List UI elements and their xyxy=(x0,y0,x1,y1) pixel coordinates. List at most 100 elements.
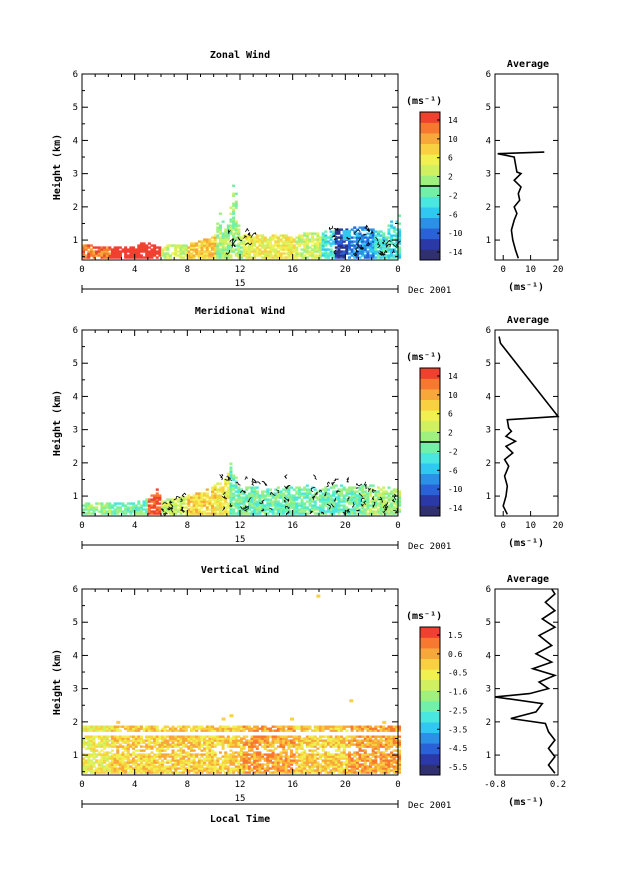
heatmap-cell xyxy=(311,240,315,243)
heatmap-cell xyxy=(211,727,215,730)
heatmap-cell xyxy=(155,250,159,253)
heatmap-cell xyxy=(266,727,270,730)
heatmap-cell xyxy=(126,757,130,760)
heatmap-cell xyxy=(213,763,217,766)
heatmap-cell xyxy=(145,500,149,503)
contour-segment xyxy=(259,499,265,504)
heatmap-cell xyxy=(263,506,267,509)
contour-segment xyxy=(392,498,396,503)
heatmap-cell xyxy=(282,763,286,766)
heatmap-cell xyxy=(295,508,299,511)
heatmap-cell xyxy=(347,741,351,744)
heatmap-cell xyxy=(126,763,130,766)
heatmap-cell xyxy=(250,496,254,499)
heatmap-cell xyxy=(211,486,215,489)
heatmap-cell xyxy=(221,234,225,237)
heatmap-cell xyxy=(184,729,188,732)
heatmap-cell xyxy=(279,504,283,507)
heatmap-cell xyxy=(118,256,122,259)
heatmap-cell xyxy=(200,244,204,247)
heatmap-cell xyxy=(105,252,109,255)
heatmap-cell xyxy=(258,735,262,738)
heatmap-cell xyxy=(147,755,151,758)
heatmap-cell xyxy=(234,512,238,515)
heatmap-cell xyxy=(216,494,220,497)
heatmap-cell xyxy=(205,252,209,255)
heatmap-cell xyxy=(340,735,344,738)
heatmap-cell xyxy=(92,512,96,515)
heatmap-cell xyxy=(158,765,162,768)
heatmap-cell xyxy=(211,252,215,255)
heatmap-cell xyxy=(163,749,167,752)
heatmap-cell xyxy=(132,256,136,259)
heatmap-cell xyxy=(287,727,291,730)
heatmap-cell xyxy=(166,252,170,255)
heatmap-cell xyxy=(297,492,301,495)
heatmap-cell xyxy=(203,729,207,732)
heatmap-cell xyxy=(137,256,141,259)
heatmap-cell xyxy=(245,252,249,255)
heatmap-cell xyxy=(110,765,114,768)
heatmap-cell xyxy=(184,743,188,746)
heatmap-cell xyxy=(163,725,167,728)
heatmap-cell xyxy=(261,492,265,495)
heatmap-cell xyxy=(234,248,238,251)
heatmap-cell xyxy=(208,256,212,259)
heatmap-cell xyxy=(240,492,244,495)
heatmap-cell xyxy=(124,508,128,511)
heatmap-cell xyxy=(213,510,217,513)
heatmap-cell xyxy=(234,757,238,760)
heatmap-cell xyxy=(253,506,257,509)
heatmap-cell xyxy=(297,496,301,499)
heatmap-cell xyxy=(369,242,373,245)
heatmap-cell xyxy=(295,761,299,764)
heatmap-cell xyxy=(245,234,249,237)
heatmap-cell xyxy=(168,735,172,738)
heatmap-cell xyxy=(232,494,236,497)
heatmap-cell xyxy=(295,252,299,255)
heatmap-cell xyxy=(305,236,309,239)
heatmap-cell xyxy=(297,240,301,243)
contour-segment xyxy=(381,239,386,245)
heatmap-cell xyxy=(321,488,325,491)
heatmap-cell xyxy=(326,256,330,259)
heatmap-cell xyxy=(224,765,228,768)
heatmap-cell xyxy=(118,761,122,764)
average-x-tick-label: 0 xyxy=(501,521,506,531)
heatmap-cell xyxy=(392,254,396,257)
heatmap-cell xyxy=(197,498,201,501)
heatmap-cell xyxy=(258,755,262,758)
heatmap-cell xyxy=(205,763,209,766)
contour-segment xyxy=(376,242,381,249)
heatmap-cell xyxy=(247,508,251,511)
heatmap-cell xyxy=(232,208,236,211)
heatmap-cell xyxy=(234,743,238,746)
heatmap-cell xyxy=(240,502,244,505)
heatmap-cell xyxy=(334,254,338,257)
heatmap-cell xyxy=(113,771,117,774)
heatmap-cell xyxy=(224,510,228,513)
heatmap-cell xyxy=(211,755,215,758)
heatmap-cell xyxy=(376,230,380,233)
heatmap-cell xyxy=(145,498,149,501)
heatmap-cell xyxy=(316,729,320,732)
heatmap-cell xyxy=(255,757,259,760)
heatmap-cell xyxy=(110,771,114,774)
heatmap-cell xyxy=(174,250,178,253)
colorbar-tick-label: 14 xyxy=(448,372,458,381)
heatmap-cell xyxy=(197,739,201,742)
heatmap-cell xyxy=(382,498,386,501)
heatmap-cell xyxy=(308,727,312,730)
heatmap-cell xyxy=(247,248,251,251)
heatmap-cell xyxy=(247,769,251,772)
heatmap-cell xyxy=(276,729,280,732)
heatmap-cell xyxy=(316,490,320,493)
heatmap-cell xyxy=(287,488,291,491)
heatmap-cell xyxy=(305,725,309,728)
heatmap-cell xyxy=(208,727,212,730)
heatmap-cell xyxy=(224,492,228,495)
heatmap-cell xyxy=(334,745,338,748)
heatmap-cell xyxy=(182,250,186,253)
contour-segment xyxy=(314,491,318,495)
